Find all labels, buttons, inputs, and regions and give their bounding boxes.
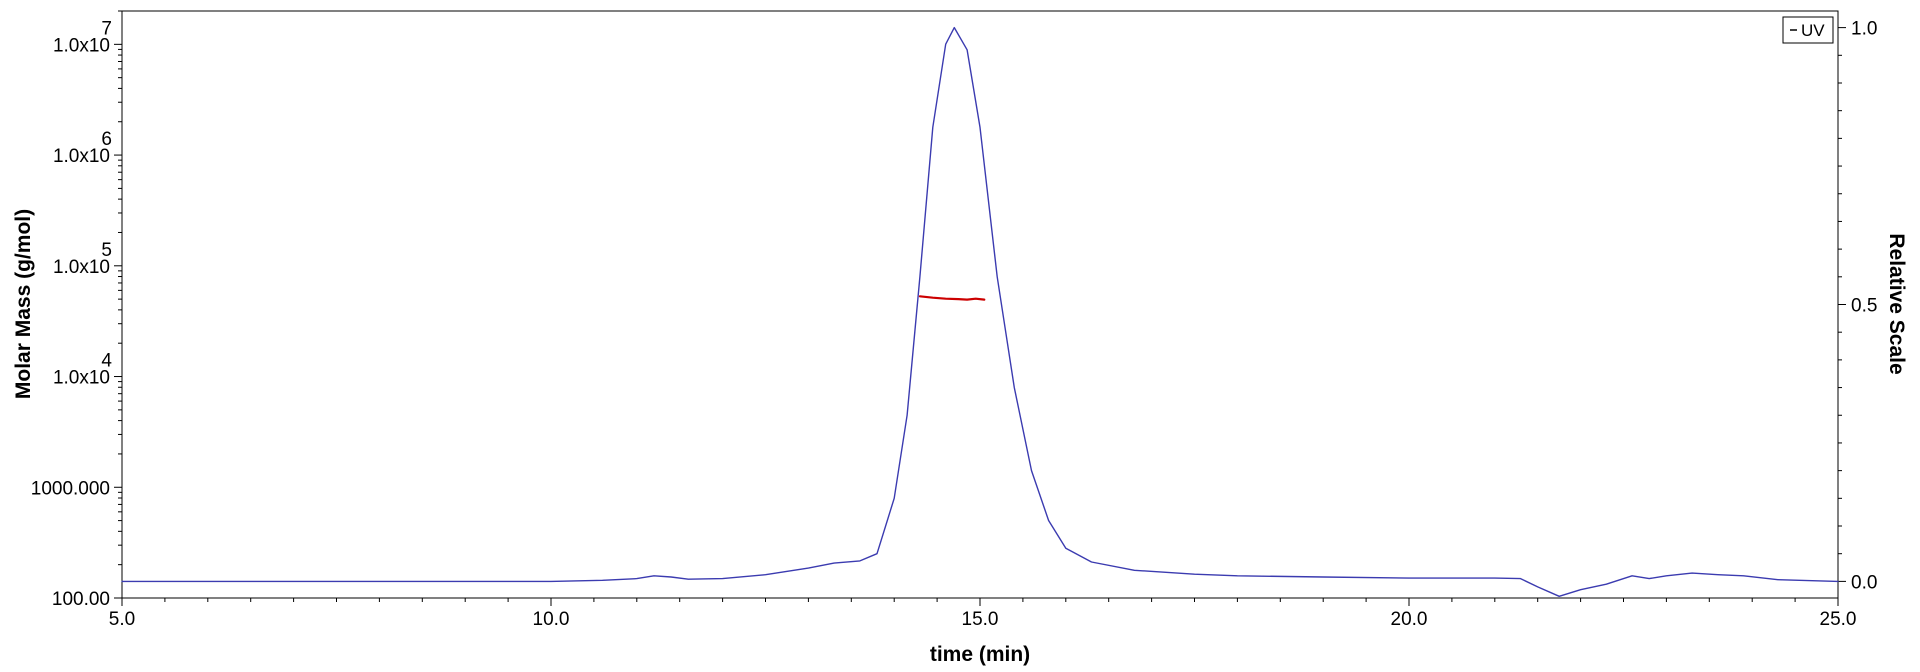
y-left-tick-exponent: 5 [101, 240, 112, 261]
series-layer [121, 26, 1839, 597]
y-left-tick-label: 1.0x10 [53, 146, 110, 167]
x-axis-title: time (min) [930, 643, 1030, 666]
y-left-axis-title: Molar Mass (g/mol) [12, 209, 35, 399]
x-tick-label: 25.0 [1820, 609, 1857, 630]
y-left-tick-label: 1.0x10 [53, 368, 110, 389]
uv-series-line [121, 26, 1839, 597]
y-left-tick-exponent: 7 [101, 18, 112, 39]
y-left-tick-exponent: 4 [101, 351, 112, 372]
y-right-tick-label: 1.0 [1851, 19, 1877, 40]
y-right-tick-label: 0.5 [1851, 296, 1877, 317]
y-right-axis-title: Relative Scale [1885, 233, 1908, 374]
y-left-tick-label: 1.0x10 [53, 257, 110, 278]
x-axis: 5.0 10.0 15.0 20.0 25.0 [109, 598, 1857, 630]
x-tick-label: 20.0 [1391, 609, 1428, 630]
x-tick-label: 15.0 [962, 609, 999, 630]
legend: UV [1782, 16, 1834, 44]
y-right-axis: 1.0 0.5 0.0 [1838, 19, 1877, 593]
y-left-tick-label: 1000.000 [31, 478, 110, 499]
x-tick-label: 5.0 [109, 609, 135, 630]
y-right-tick-label: 0.0 [1851, 572, 1877, 593]
x-tick-label: 10.0 [533, 609, 570, 630]
legend-label-uv: UV [1801, 21, 1825, 40]
plot-area-frame [121, 10, 1839, 599]
y-left-tick-exponent: 6 [101, 129, 112, 150]
y-left-tick-label: 1.0x10 [53, 35, 110, 56]
y-left-axis: 1.0x1071.0x1061.0x1051.0x1041000.000100.… [31, 10, 122, 610]
molar-mass-series-line [918, 295, 986, 301]
y-left-tick-label: 100.00 [52, 589, 110, 610]
